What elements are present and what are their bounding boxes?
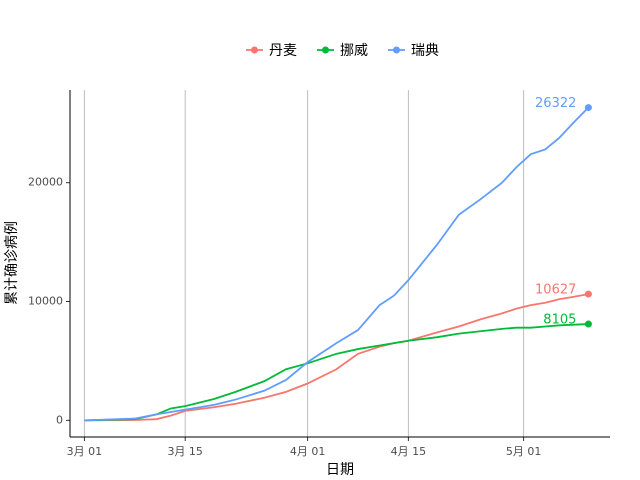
legend-label: 丹麦 bbox=[269, 43, 297, 59]
series-line bbox=[84, 106, 590, 422]
y-axis-title: 累计确诊病例 bbox=[4, 221, 20, 305]
legend-swatch bbox=[393, 46, 400, 54]
x-tick-label: 3月 01 bbox=[67, 445, 103, 458]
x-tick-label: 4月 15 bbox=[391, 445, 427, 458]
y-tick-label: 0 bbox=[56, 413, 63, 426]
end-point bbox=[584, 104, 592, 112]
legend-label: 挪威 bbox=[340, 43, 368, 59]
y-tick-label: 20000 bbox=[28, 176, 63, 189]
x-tick-label: 4月 01 bbox=[290, 445, 326, 458]
y-tick-label: 10000 bbox=[28, 295, 63, 308]
x-tick-label: 3月 15 bbox=[167, 445, 203, 458]
end-label: 8105 bbox=[543, 313, 576, 328]
x-axis-title: 日期 bbox=[326, 462, 354, 478]
legend: 丹麦 挪威 瑞典 bbox=[246, 43, 439, 59]
series-line bbox=[84, 323, 589, 422]
legend-label: 瑞典 bbox=[411, 43, 439, 59]
legend-swatch bbox=[251, 46, 258, 54]
end-point bbox=[584, 290, 592, 298]
end-point bbox=[584, 320, 592, 328]
end-label: 26322 bbox=[535, 96, 576, 111]
legend-swatch bbox=[322, 46, 329, 54]
x-tick-label: 5月 01 bbox=[506, 445, 542, 458]
series-line bbox=[84, 293, 589, 422]
end-label: 10627 bbox=[535, 283, 576, 298]
